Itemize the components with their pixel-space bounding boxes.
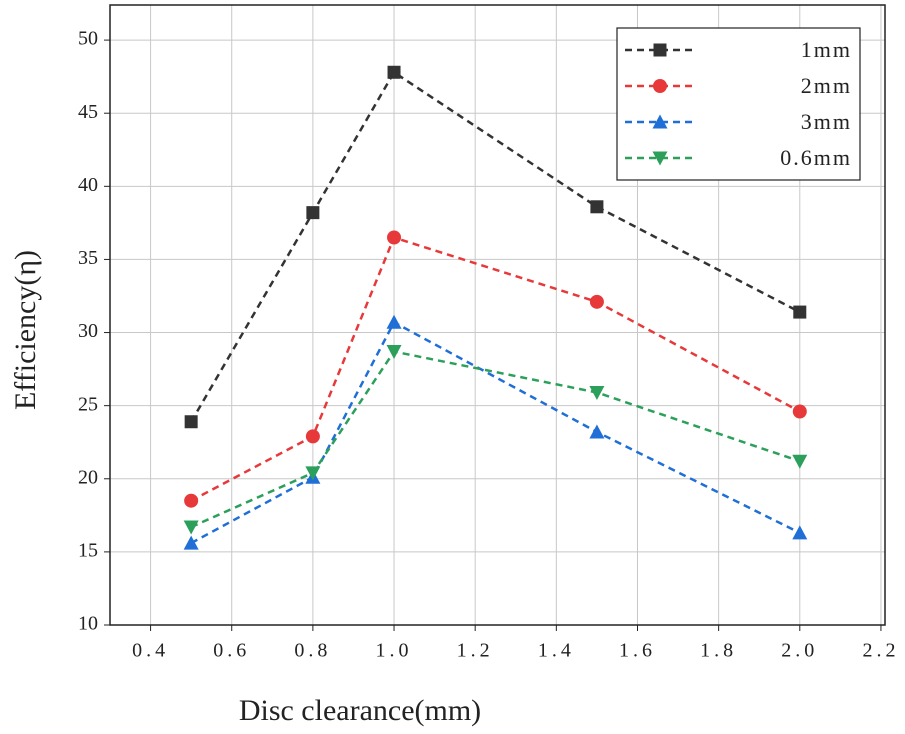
marker xyxy=(305,466,321,481)
legend-label: 0.6mm xyxy=(780,145,852,170)
y-tick-label: 20 xyxy=(78,466,98,488)
marker xyxy=(653,43,667,57)
y-tick-label: 15 xyxy=(78,539,98,561)
series-line xyxy=(190,70,801,423)
marker xyxy=(184,415,198,429)
legend-label: 1mm xyxy=(801,37,852,62)
marker xyxy=(652,114,668,129)
y-tick-label: 45 xyxy=(78,101,98,123)
x-tick-label: 0.8 xyxy=(294,640,331,662)
legend-label: 2mm xyxy=(801,73,852,98)
marker xyxy=(386,345,402,360)
x-tick-label: 1.0 xyxy=(376,640,413,662)
y-tick-label: 25 xyxy=(78,393,98,415)
marker xyxy=(306,206,320,220)
y-tick-label: 35 xyxy=(78,247,98,269)
x-tick-label: 0.6 xyxy=(213,640,250,662)
y-axis-label: Efficiency(η) xyxy=(9,250,42,410)
marker xyxy=(387,65,401,79)
marker xyxy=(653,79,667,93)
marker xyxy=(590,200,604,214)
marker xyxy=(793,305,807,319)
marker xyxy=(183,520,199,535)
y-tick-label: 30 xyxy=(78,320,98,342)
marker xyxy=(792,525,808,540)
marker xyxy=(183,535,199,550)
plot-frame xyxy=(109,4,886,626)
x-tick-label: 1.6 xyxy=(619,640,656,662)
x-tick-label: 0.4 xyxy=(132,640,169,662)
x-tick-label: 1.4 xyxy=(538,640,575,662)
marker xyxy=(792,454,808,469)
marker xyxy=(792,404,807,419)
series-line xyxy=(190,320,801,545)
legend-label: 3mm xyxy=(801,109,852,134)
x-tick-label: 1.8 xyxy=(700,640,737,662)
x-tick-label: 2.2 xyxy=(862,640,899,662)
marker xyxy=(589,294,604,309)
marker xyxy=(652,151,668,166)
x-axis-label: Disc clearance(mm) xyxy=(239,694,481,727)
y-tick-label: 40 xyxy=(78,174,98,196)
marker xyxy=(589,386,605,400)
marker xyxy=(386,314,402,329)
y-tick-label: 10 xyxy=(78,613,98,635)
marker xyxy=(305,429,320,444)
marker xyxy=(589,424,605,439)
x-tick-label: 2.0 xyxy=(781,640,818,662)
y-tick-label: 50 xyxy=(78,28,98,50)
series-line xyxy=(190,350,801,529)
x-tick-label: 1.2 xyxy=(457,640,494,662)
series-line xyxy=(190,235,801,502)
marker xyxy=(184,493,199,508)
marker xyxy=(387,230,402,245)
